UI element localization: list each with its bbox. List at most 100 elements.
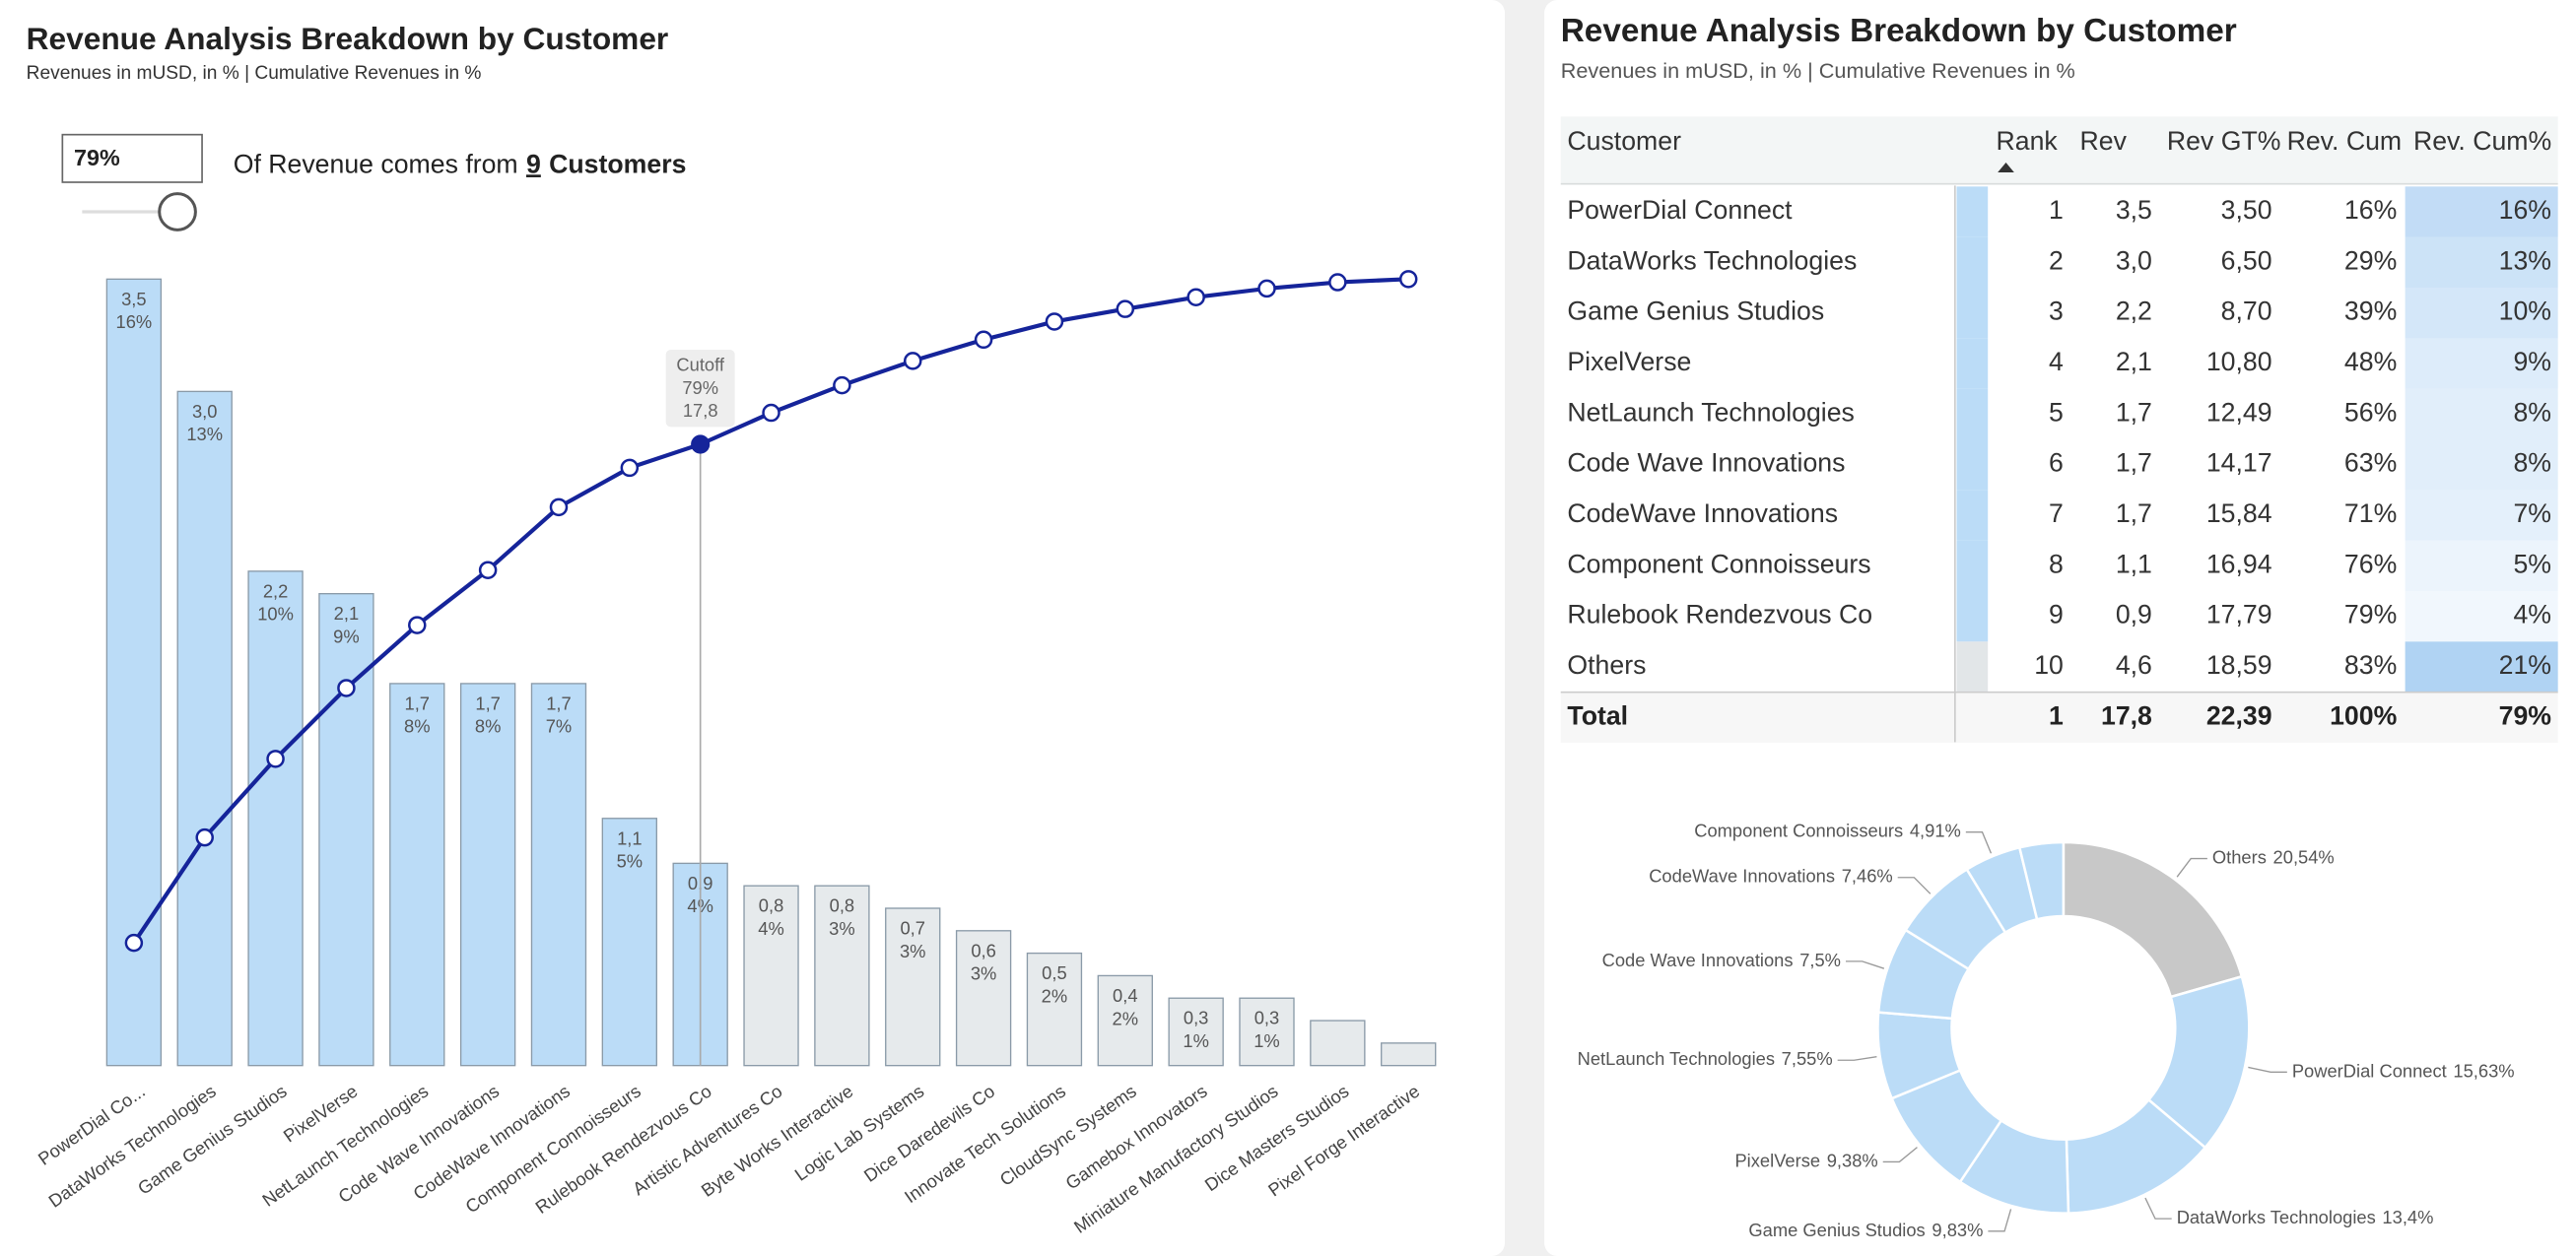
donut-label-value: 9,83%	[1932, 1220, 1983, 1240]
leader-line	[2144, 1197, 2172, 1220]
table-cell: 10%	[2499, 297, 2551, 326]
donut-label-value: 20,54%	[2273, 846, 2335, 867]
table-cell: 21%	[2499, 650, 2551, 680]
donut-label: Component Connoisseurs 4,91%	[1694, 821, 1961, 841]
table-cell: 63%	[2344, 448, 2397, 478]
table-cell: 6,50	[2221, 245, 2272, 275]
bar-value-label: 1,7	[405, 693, 430, 713]
donut-label: Code Wave Innovations 7,5%	[1602, 950, 1841, 970]
donut-label: DataWorks Technologies 13,4%	[2177, 1207, 2434, 1227]
leader-line	[2176, 857, 2207, 878]
bar-value-label: 1,7	[475, 693, 500, 713]
slider-caption: Of Revenue comes from 9 Customers	[234, 149, 687, 178]
table-cell: 56%	[2344, 397, 2397, 427]
customer-name: Game Genius Studios	[1567, 297, 1824, 326]
donut-label-value: 7,55%	[1782, 1048, 1833, 1069]
cumulative-point	[691, 434, 711, 454]
leader-line	[1897, 877, 1932, 894]
table-cell: 15,84	[2206, 498, 2272, 528]
bar-share-label: 2%	[1042, 985, 1068, 1006]
table-cell: 1	[2049, 195, 2064, 225]
bar	[814, 885, 870, 1067]
cumulative-point	[549, 497, 569, 517]
cumulative-point	[974, 330, 993, 350]
heat-cell	[2405, 338, 2558, 389]
table-cell: 12,49	[2206, 397, 2272, 427]
bar-share-label: 1%	[1254, 1030, 1280, 1051]
bar-value-label: 0,6	[971, 940, 995, 960]
table-cell: 6	[2049, 448, 2064, 478]
bar-share-label: 16%	[116, 311, 153, 332]
cumulative-point	[1116, 299, 1135, 318]
table-cell: 14,17	[2206, 448, 2272, 478]
bar	[459, 683, 516, 1067]
donut-label-name: DataWorks Technologies	[2177, 1207, 2376, 1227]
leader-line	[1965, 831, 1993, 854]
donut-label-name: Game Genius Studios	[1748, 1220, 1925, 1240]
bar-share-label: 1%	[1183, 1030, 1209, 1051]
customer-name: Component Connoisseurs	[1567, 549, 1870, 578]
heat-cell	[2405, 641, 2558, 693]
sort-arrow[interactable]	[1998, 163, 2014, 172]
donut-label-name: PowerDial Connect	[2292, 1060, 2447, 1081]
donut-label-value: 4,91%	[1910, 821, 1961, 841]
table-cell: 9	[2049, 600, 2064, 629]
total-cell: 22,39	[2206, 700, 2272, 730]
donut-label-value: 7,5%	[1799, 950, 1841, 970]
chart-title: Revenue Analysis Breakdown by Customer	[27, 21, 669, 56]
bar-value-label: 1,7	[546, 693, 571, 713]
donut-slice	[2062, 840, 2244, 999]
bar	[885, 907, 941, 1067]
leader-line	[2248, 1066, 2287, 1073]
table-cell: 1,7	[2116, 498, 2152, 528]
table-cell: 1,1	[2116, 549, 2152, 578]
cutoff-box	[665, 350, 735, 428]
cumulative-point	[337, 679, 356, 697]
table-cell: 10,80	[2206, 347, 2272, 376]
bar-value-label: 0,8	[759, 895, 783, 916]
donut-label: Game Genius Studios 9,83%	[1748, 1220, 1983, 1240]
bar-share-label: 9%	[333, 627, 360, 647]
bar	[955, 930, 1012, 1067]
bar	[743, 885, 799, 1067]
heat-cell	[2405, 490, 2558, 541]
data-bar-cell	[1956, 338, 1989, 389]
table-cell: 48%	[2344, 347, 2397, 376]
customer-name: PowerDial Connect	[1567, 195, 1793, 225]
heat-cell	[2405, 186, 2558, 237]
heat-cell	[2405, 236, 2558, 288]
table-cell: 39%	[2344, 297, 2397, 326]
donut-label: PixelVerse 9,38%	[1734, 1150, 1877, 1170]
bar	[1097, 974, 1153, 1067]
table-cell: 8	[2049, 549, 2064, 578]
cumulative-point	[195, 827, 214, 847]
caption-text: Of Revenue comes from	[234, 149, 518, 178]
cumulative-point	[620, 458, 640, 478]
bar-share-label: 2%	[1113, 1008, 1139, 1028]
donut-label-name: NetLaunch Technologies	[1578, 1048, 1775, 1069]
table-cell: 13%	[2499, 245, 2551, 275]
bar-share-label: 8%	[404, 716, 431, 737]
bar	[318, 593, 374, 1067]
bar-share-label: 5%	[617, 851, 644, 872]
bar	[1381, 1042, 1437, 1067]
leader-line	[1988, 1209, 2012, 1232]
data-bar-cell	[1956, 288, 1989, 339]
column-header: Rev. Cum%	[2413, 126, 2551, 156]
data-bar-cell	[1956, 641, 1989, 693]
bar-share-label: 7%	[546, 716, 573, 737]
table-cell: 4	[2049, 347, 2064, 376]
table-cell: 16%	[2499, 195, 2551, 225]
cumulative-point	[1257, 279, 1276, 298]
bar-share-label: 13%	[186, 424, 223, 444]
slider-knob[interactable]	[158, 192, 197, 231]
donut-label-name: Others	[2212, 846, 2267, 867]
slider-input[interactable]	[61, 133, 203, 183]
donut-label-name: CodeWave Innovations	[1649, 866, 1835, 887]
donut-label: PowerDial Connect 15,63%	[2292, 1060, 2515, 1081]
table-cell: 3	[2049, 297, 2064, 326]
cumulative-point	[903, 352, 922, 370]
donut-label-name: PixelVerse	[1734, 1150, 1820, 1170]
table-cell: 18,59	[2206, 650, 2272, 680]
